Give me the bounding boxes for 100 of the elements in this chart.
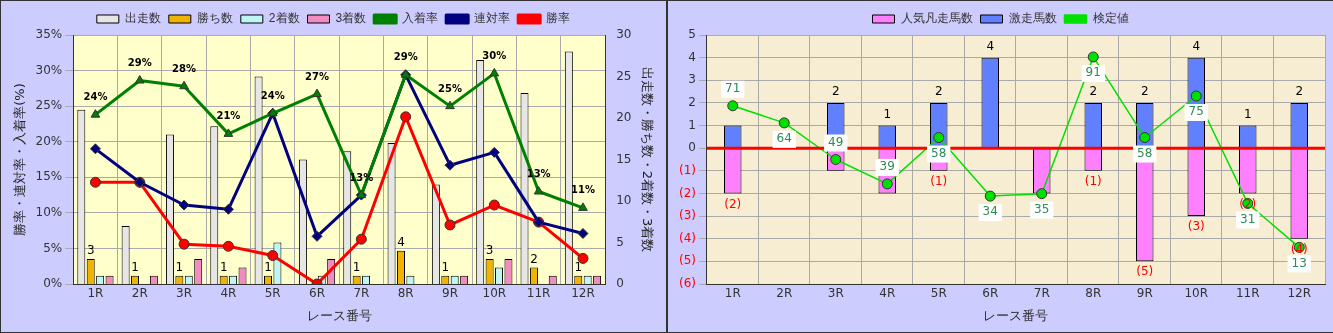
x-tick-label: 9R <box>442 286 458 301</box>
data-label: (1) <box>930 173 948 188</box>
data-label: 4 <box>1192 38 1201 53</box>
data-label: 2 <box>831 84 840 99</box>
legend-label: 連対率 <box>474 11 511 26</box>
x-tick-label: 5R <box>930 286 947 301</box>
data-label: 35 <box>1034 201 1050 216</box>
y2-tick-label: 0 <box>616 276 624 291</box>
x-axis-title: レース番号 <box>983 307 1049 323</box>
x-tick-label: 10R <box>1184 286 1209 301</box>
data-label: 1 <box>883 106 892 121</box>
data-label: 2 <box>1140 84 1149 99</box>
legend-label: 出走数 <box>124 11 161 26</box>
x-tick-label: 9R <box>1136 286 1153 301</box>
data-label: 4 <box>397 234 405 249</box>
data-label: 75 <box>1188 104 1204 119</box>
y-tick-label: 0 <box>688 140 696 155</box>
data-label: 24% <box>83 91 108 103</box>
data-label: 64 <box>776 131 792 146</box>
y-tick-label: 5 <box>688 27 696 42</box>
y-tick-label: 2 <box>688 95 696 110</box>
y-tick-label: 30% <box>35 62 63 77</box>
x-tick-label: 8R <box>1085 286 1102 301</box>
y-tick-label: (2) <box>679 185 696 200</box>
x-tick-label: 7R <box>353 286 370 301</box>
data-label: 21% <box>216 110 241 122</box>
x-tick-label: 1R <box>87 286 104 301</box>
data-label: 2 <box>934 84 943 99</box>
x-tick-label: 3R <box>176 286 193 301</box>
x-tick-label: 5R <box>264 286 281 301</box>
data-label: 2 <box>1295 84 1304 99</box>
x-tick-label: 11R <box>526 286 551 301</box>
y2-tick-label: 30 <box>616 27 632 42</box>
data-label: (1) <box>1084 173 1102 188</box>
data-label: 39 <box>879 159 895 174</box>
legend-label: 2着数 <box>268 11 300 26</box>
y-tick-label: 5% <box>43 240 63 255</box>
y-tick-label: (4) <box>679 230 696 245</box>
legend-label: 激走馬数 <box>1008 11 1057 26</box>
data-label: 25% <box>438 82 462 94</box>
data-label: 29% <box>393 51 418 63</box>
data-label: 3 <box>485 243 494 258</box>
data-label: 27% <box>305 70 330 82</box>
data-label: 34 <box>982 204 998 219</box>
y-tick-label: 15% <box>35 169 63 184</box>
y-axis-title: 勝率・連対率・入着率(%) <box>12 83 28 236</box>
data-label: (5) <box>1136 264 1154 279</box>
y2-tick-label: 10 <box>616 193 632 208</box>
y-tick-label: 20% <box>35 133 63 148</box>
x-tick-label: 8R <box>397 286 414 301</box>
data-label: 30% <box>482 50 507 62</box>
x-tick-label: 4R <box>220 286 237 301</box>
x-tick-label: 12R <box>571 286 595 301</box>
data-label: 1 <box>264 259 272 274</box>
data-label: 31 <box>1240 211 1256 226</box>
legend-label: 人気凡走馬数 <box>900 11 973 26</box>
x-tick-label: 3R <box>827 286 844 301</box>
x-axis-title: レース番号 <box>306 307 372 323</box>
data-label: 4 <box>986 38 995 53</box>
y2-axis-title: 出走数・勝ち数・2着数・3着数 <box>639 66 655 253</box>
x-tick-label: 11R <box>1235 286 1260 301</box>
data-label: 1 <box>352 259 361 274</box>
y-tick-label: (6) <box>679 276 696 291</box>
x-tick-label: 1R <box>724 286 741 301</box>
data-label: 1 <box>131 259 139 274</box>
legend-label: 検定値 <box>1092 11 1129 26</box>
y-tick-label: 25% <box>35 98 63 113</box>
data-label: 28% <box>172 62 197 74</box>
y2-tick-label: 5 <box>616 234 624 249</box>
data-label: 29% <box>127 57 152 69</box>
y-tick-label: 0% <box>43 276 63 291</box>
data-label: (2) <box>724 196 742 211</box>
x-tick-label: 12R <box>1287 286 1312 301</box>
x-tick-label: 6R <box>982 286 999 301</box>
y2-tick-label: 20 <box>616 110 632 125</box>
data-label: 1 <box>219 259 228 274</box>
data-label: 71 <box>725 80 741 95</box>
data-label: 2 <box>530 251 538 266</box>
y-tick-label: 3 <box>688 72 696 87</box>
y-tick-label: 1 <box>688 117 696 132</box>
x-tick-label: 10R <box>482 286 507 301</box>
x-tick-label: 6R <box>309 286 326 301</box>
x-tick-label: 4R <box>879 286 896 301</box>
legend-label: 3着数 <box>335 11 367 26</box>
data-label: 3 <box>86 243 95 258</box>
legend-label: 勝率 <box>546 11 571 26</box>
x-tick-label: 7R <box>1033 286 1050 301</box>
legend-label: 入着率 <box>402 11 439 26</box>
y-tick-label: (3) <box>679 208 696 223</box>
data-label: 1 <box>574 259 583 274</box>
y2-tick-label: 15 <box>616 151 632 166</box>
legend-label: 勝ち数 <box>196 11 233 26</box>
data-label: 24% <box>260 89 285 101</box>
data-label: 49 <box>828 134 844 149</box>
x-tick-label: 2R <box>776 286 793 301</box>
data-label: 1 <box>1243 106 1252 121</box>
data-label: 2 <box>1089 84 1098 99</box>
data-label: 91 <box>1085 65 1101 80</box>
y-tick-label: 10% <box>35 204 63 219</box>
y-tick-label: 35% <box>35 27 63 42</box>
